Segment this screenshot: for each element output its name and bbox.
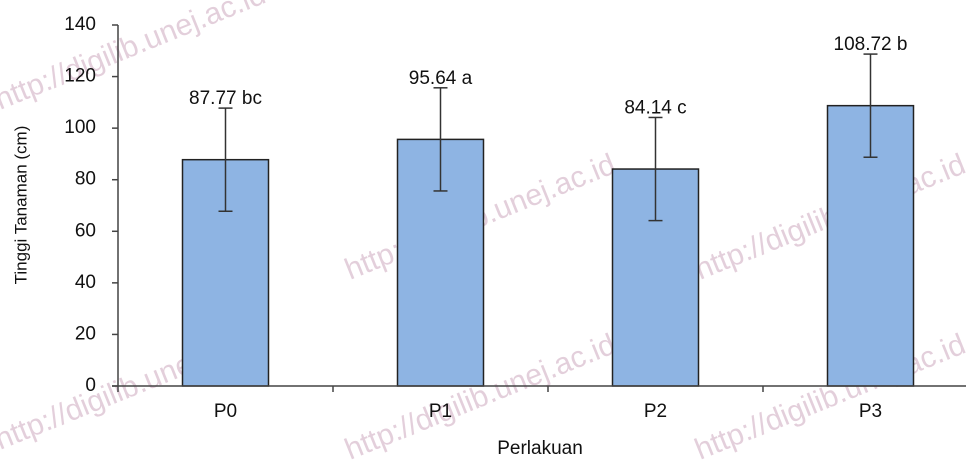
y-tick-label: 80 [75,169,96,190]
x-tick-label: P1 [429,401,452,422]
y-tick-label: 140 [64,14,96,35]
x-axis-label: Perlakuan [497,438,583,459]
y-tick-label: 0 [85,375,96,396]
x-tick-label: P0 [214,401,237,422]
y-axis-label: Tinggi Tanaman (cm) [11,126,30,285]
data-label: 84.14 c [624,97,686,118]
y-tick-label: 40 [75,272,96,293]
data-label: 95.64 a [409,68,473,89]
x-tick-label: P2 [644,401,667,422]
data-label: 108.72 b [834,34,908,55]
data-label: 87.77 bc [189,88,262,109]
y-tick-label: 120 [64,66,96,87]
x-tick-label: P3 [859,401,882,422]
y-tick-label: 20 [75,323,96,344]
y-tick-label: 100 [64,117,96,138]
y-tick-label: 60 [75,220,96,241]
